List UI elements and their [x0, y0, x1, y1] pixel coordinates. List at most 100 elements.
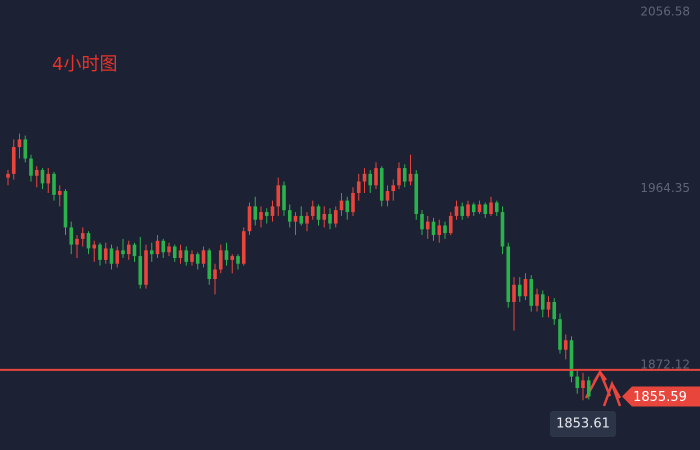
- candle-body: [322, 214, 327, 220]
- candle-body: [126, 244, 131, 255]
- candle-body: [517, 284, 522, 297]
- price-tag-label: 1855.59: [633, 390, 687, 405]
- candle-body: [190, 254, 194, 262]
- candle-body: [63, 191, 68, 228]
- candle-body: [374, 168, 378, 186]
- candle-body: [581, 380, 585, 389]
- candle-body: [391, 185, 396, 192]
- candle-body: [270, 206, 275, 216]
- candle-body: [489, 202, 493, 215]
- candle-body: [11, 147, 16, 174]
- candle-body: [287, 210, 292, 222]
- candle-body: [241, 231, 246, 264]
- candle-body: [115, 250, 120, 264]
- y-tick-label: 2056.58: [640, 5, 690, 19]
- candle-body: [144, 250, 148, 285]
- candle-body: [402, 168, 407, 182]
- candle-body: [40, 170, 45, 184]
- candle-body: [494, 202, 499, 213]
- candle-body: [138, 256, 143, 285]
- candle-body: [552, 301, 557, 320]
- candle-body: [563, 340, 568, 350]
- candle-body: [178, 250, 183, 258]
- candle-body: [259, 212, 263, 220]
- candle-body: [247, 206, 252, 232]
- candle-body: [207, 250, 212, 280]
- candle-body: [103, 248, 108, 260]
- candle-body: [29, 158, 33, 176]
- chart-title: 4小时图: [52, 54, 117, 75]
- candle-body: [195, 254, 200, 264]
- candle-body: [471, 204, 476, 213]
- candle-body: [454, 206, 459, 216]
- candle-body: [172, 246, 177, 258]
- candle-body: [121, 250, 125, 255]
- candle-body: [408, 173, 413, 182]
- low-tooltip: [550, 411, 616, 437]
- candle-body: [264, 212, 269, 216]
- candle-body: [575, 376, 580, 389]
- candle-body: [448, 215, 453, 234]
- candle-body: [149, 250, 154, 255]
- candle-body: [155, 240, 160, 255]
- candle-body: [535, 294, 539, 306]
- candle-body: [460, 206, 465, 216]
- candle-body: [161, 240, 166, 253]
- candle-body: [345, 200, 350, 213]
- candle-body: [167, 246, 171, 253]
- candle-body: [397, 168, 401, 186]
- candle-body: [512, 284, 516, 302]
- candle-body: [23, 139, 28, 159]
- candle-body: [437, 225, 442, 236]
- candle-body: [46, 173, 51, 184]
- candle-body: [420, 214, 424, 230]
- candle-body: [333, 210, 338, 224]
- candle-body: [379, 168, 384, 201]
- candle-body: [425, 221, 430, 230]
- candle-body: [75, 238, 79, 245]
- candle-body: [218, 250, 223, 270]
- candle-body: [201, 250, 206, 264]
- candle-body: [230, 256, 235, 260]
- candle-body: [523, 279, 528, 297]
- candle-body: [351, 192, 355, 213]
- candle-body: [305, 215, 309, 224]
- low-tooltip-label: 1853.61: [556, 417, 610, 432]
- candle-body: [52, 173, 56, 195]
- candle-body: [80, 233, 85, 239]
- candle-body: [443, 225, 447, 234]
- candle-body: [69, 227, 74, 245]
- candle-body: [17, 139, 22, 148]
- y-tick-label: 1964.35: [640, 181, 690, 195]
- candle-body: [540, 294, 545, 310]
- candle-body: [224, 250, 229, 260]
- candle-body: [236, 256, 240, 264]
- candle-body: [586, 380, 591, 397]
- candle-body: [282, 185, 286, 211]
- candle-body: [109, 248, 114, 264]
- candle-body: [506, 246, 511, 302]
- candle-body: [316, 206, 321, 220]
- candle-body: [132, 244, 137, 257]
- candle-body: [368, 173, 373, 186]
- candle-body: [184, 250, 189, 262]
- candle-body: [569, 340, 574, 377]
- candle-body: [328, 214, 332, 224]
- candle-body: [98, 244, 102, 260]
- candle-body: [293, 215, 298, 222]
- y-tick-label: 1872.12: [640, 357, 690, 371]
- candle-body: [483, 204, 488, 215]
- candle-body: [86, 233, 91, 249]
- candle-body: [6, 173, 10, 178]
- candle-body: [57, 191, 62, 195]
- drawn-arrows: [584, 369, 622, 407]
- candle-body: [310, 206, 315, 216]
- candle-body: [558, 319, 562, 350]
- candle-body: [414, 173, 419, 215]
- candle-body: [431, 221, 436, 236]
- candle-body: [362, 173, 367, 182]
- candle-body: [529, 279, 534, 306]
- candle-body: [385, 191, 390, 201]
- candle-body: [34, 170, 39, 176]
